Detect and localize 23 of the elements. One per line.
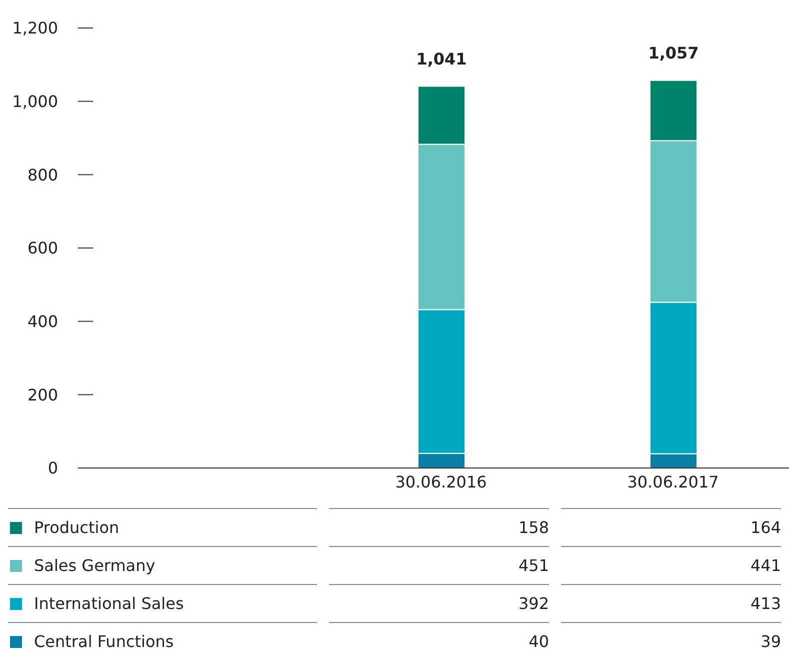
x-tick-label: 30.06.2017	[627, 472, 719, 492]
x-tick-label: 30.06.2016	[395, 472, 487, 492]
y-tick-label: 200	[27, 385, 58, 404]
data-label: 451	[329, 546, 549, 584]
legend-label: Central Functions	[34, 632, 174, 651]
data-label: 392	[329, 584, 549, 622]
legend-label: Sales Germany	[34, 556, 156, 575]
data-label: 413	[561, 584, 781, 622]
y-tick-label: 0	[48, 458, 58, 478]
data-label: 158	[329, 508, 549, 546]
data-label: 39	[561, 622, 781, 660]
y-tick-label: 1,000	[12, 92, 58, 112]
data-label: 40	[329, 622, 549, 660]
total-label: 1,057	[648, 43, 699, 62]
data-label: 441	[561, 546, 781, 584]
legend-label: Production	[34, 518, 120, 537]
y-tick-label: 600	[27, 238, 58, 258]
legend-label: International Sales	[34, 594, 184, 613]
y-tick-label: 400	[27, 312, 58, 332]
y-tick-label: 1,200	[12, 18, 58, 38]
data-label: 164	[561, 508, 781, 546]
total-label: 1,041	[416, 49, 467, 68]
y-tick-label: 800	[27, 165, 58, 184]
